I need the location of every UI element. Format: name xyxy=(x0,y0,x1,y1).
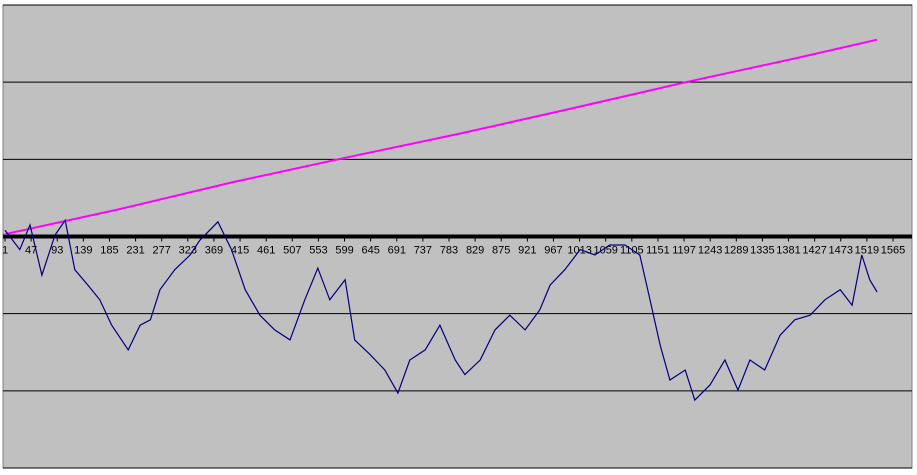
x-tick-label: 47 xyxy=(25,244,37,256)
x-tick-label: 185 xyxy=(100,244,118,256)
x-tick-label: 783 xyxy=(440,244,458,256)
x-tick-label: 1289 xyxy=(724,244,748,256)
x-tick-label: 829 xyxy=(466,244,484,256)
x-tick-label: 369 xyxy=(205,244,223,256)
x-tick-label: 1243 xyxy=(698,244,722,256)
x-tick-label: 1473 xyxy=(829,244,853,256)
x-tick-label: 1335 xyxy=(750,244,774,256)
series-line xyxy=(4,218,878,402)
x-tick-label: 967 xyxy=(544,244,562,256)
series-line xyxy=(4,38,878,236)
x-tick-label: 1427 xyxy=(802,244,826,256)
x-tick-label: 921 xyxy=(518,244,536,256)
x-tick-label: 645 xyxy=(361,244,379,256)
x-tick-label: 599 xyxy=(335,244,353,256)
x-tick-label: 875 xyxy=(492,244,510,256)
x-tick-label: 461 xyxy=(257,244,275,256)
x-tick-label: 691 xyxy=(388,244,406,256)
x-tick-label: 231 xyxy=(126,244,144,256)
x-tick-label: 139 xyxy=(74,244,92,256)
x-tick-label: 277 xyxy=(153,244,171,256)
x-tick-label: 1381 xyxy=(776,244,800,256)
x-tick-label: 1565 xyxy=(881,244,905,256)
x-tick-label: 1519 xyxy=(855,244,879,256)
x-tick-label: 507 xyxy=(283,244,301,256)
x-tick-label: 93 xyxy=(51,244,63,256)
x-tick-label: 1 xyxy=(2,244,8,256)
x-tick-label: 323 xyxy=(179,244,197,256)
x-tick-label: 415 xyxy=(231,244,249,256)
x-tick-label: 1059 xyxy=(593,244,617,256)
x-tick-label: 737 xyxy=(414,244,432,256)
x-tick-label: 1197 xyxy=(672,244,696,256)
x-tick-label: 553 xyxy=(309,244,327,256)
x-tick-label: 1151 xyxy=(646,244,670,256)
